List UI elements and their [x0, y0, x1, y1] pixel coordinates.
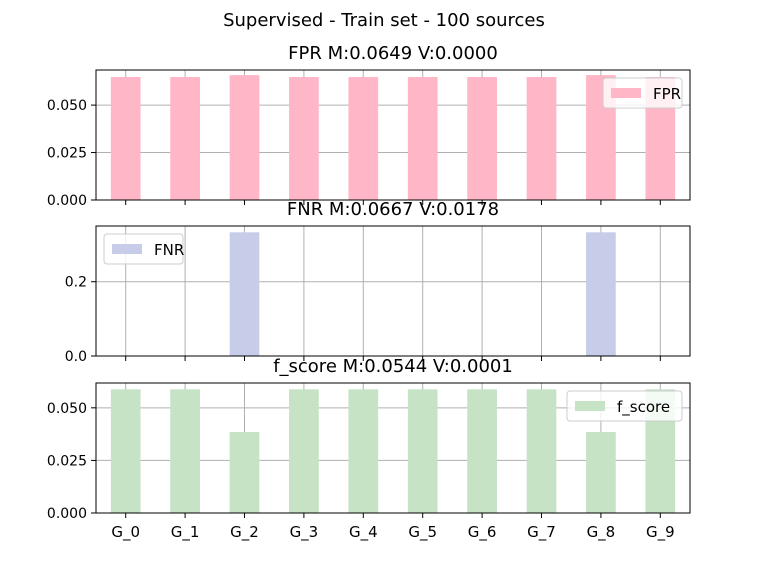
legend-swatch	[112, 244, 142, 254]
legend-label: f_score	[617, 398, 670, 417]
bar-G_3	[289, 77, 319, 200]
legend-box	[566, 390, 683, 422]
bar-G_8	[586, 232, 616, 356]
figure-suptitle: Supervised - Train set - 100 sources	[223, 10, 545, 31]
x-tick-label: G_6	[468, 523, 497, 542]
chart-panel-1: FNR M:0.0667 V:0.0178 0.0 0.2 FNR	[65, 199, 691, 365]
x-tick-label: G_9	[646, 523, 675, 542]
legend-box	[103, 233, 184, 265]
x-tick-label: G_2	[230, 523, 259, 542]
bar-G_5	[407, 389, 438, 513]
legend-box	[602, 77, 683, 109]
y-tick-label: 0.025	[47, 453, 87, 469]
bar-G_8	[586, 432, 616, 513]
bar-G_1	[170, 389, 200, 513]
bar-G_1	[170, 77, 200, 200]
bar-G_6	[467, 77, 497, 200]
y-tick-label: 0.000	[47, 193, 87, 209]
chart-title: FNR M:0.0667 V:0.0178	[287, 199, 499, 220]
x-tick-label: G_5	[408, 523, 437, 542]
y-tick-label: 0.025	[47, 146, 87, 162]
y-tick-label: 0.050	[47, 401, 87, 417]
x-tick-label: G_0	[111, 523, 140, 542]
bar-G_4	[348, 77, 379, 200]
bar-G_2	[229, 75, 260, 200]
axes-frame	[95, 382, 691, 514]
x-tick-label: G_4	[349, 523, 378, 542]
x-tick-label: G_7	[527, 523, 556, 542]
bar-G_2	[229, 232, 260, 356]
bar-G_3	[289, 389, 319, 513]
legend-swatch	[611, 88, 641, 98]
bar-G_5	[407, 77, 438, 200]
y-tick-label: 0.000	[47, 506, 87, 522]
legend-label: FPR	[653, 85, 681, 103]
bar-G_2	[229, 432, 260, 513]
chart-panel-2: f_score M:0.0544 V:0.0001 0.000 0.025 0.050…	[47, 356, 691, 542]
y-tick-label: 0.050	[47, 98, 87, 114]
x-tick-label: G_1	[171, 523, 200, 542]
axes-frame	[95, 225, 691, 357]
bar-G_7	[526, 389, 557, 513]
bar-G_4	[348, 389, 379, 513]
bar-G_0	[110, 77, 141, 200]
y-tick-label: 0.0	[65, 349, 87, 365]
legend-label: FNR	[154, 241, 184, 259]
bar-G_7	[526, 77, 557, 200]
x-tick-label: G_8	[587, 523, 616, 542]
chart-panel-0: FPR M:0.0649 V:0.0000 0.000 0.025 0.050 FPR	[47, 43, 691, 209]
legend-swatch	[575, 401, 605, 411]
chart-title: f_score M:0.0544 V:0.0001	[273, 356, 513, 377]
chart-title: FPR M:0.0649 V:0.0000	[288, 43, 498, 64]
x-tick-label: G_3	[290, 523, 319, 542]
bar-G_6	[467, 389, 497, 513]
y-tick-label: 0.2	[65, 275, 87, 291]
axes-frame	[95, 69, 691, 201]
bar-G_0	[110, 389, 141, 513]
